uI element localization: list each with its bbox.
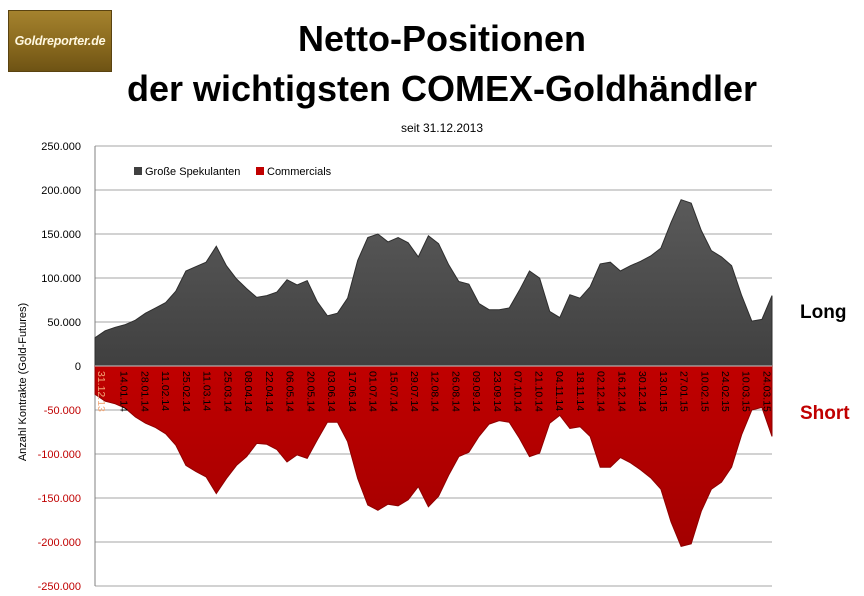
- x-tick-label: 25.03.14: [221, 371, 233, 412]
- x-tick-label: 26.08.14: [450, 371, 462, 412]
- x-tick-label: 15.07.14: [387, 371, 399, 412]
- x-tick-label: 06.05.14: [284, 371, 296, 412]
- area-layer: [94, 199, 773, 547]
- x-tick-label: 25.02.14: [180, 371, 192, 412]
- chart-title-line1: Netto-Positionen: [298, 18, 586, 59]
- legend-swatch-commercials: [256, 167, 264, 175]
- legend-swatch-speculators: [134, 167, 142, 175]
- short-label: Short: [800, 403, 850, 424]
- x-tick-label: 24.02.15: [719, 371, 731, 412]
- x-tick-label: 31.12.13: [95, 371, 107, 412]
- x-tick-label: 03.06.14: [325, 371, 337, 412]
- x-tick-label: 17.06.14: [346, 371, 358, 412]
- x-tick-label: 16.12.14: [615, 371, 627, 412]
- x-tick-label: 07.10.14: [512, 371, 524, 412]
- y-tick-label: 150.000: [41, 229, 81, 241]
- long-label: Long: [800, 302, 847, 323]
- logo-text: Goldreporter.de: [14, 34, 106, 48]
- y-tick-label: -150.000: [38, 493, 81, 505]
- x-tick-label: 24.03.15: [761, 371, 773, 412]
- y-tick-label: 200.000: [41, 185, 81, 197]
- x-tick-label: 13.01.15: [657, 371, 669, 412]
- y-tick-label: -100.000: [38, 449, 81, 461]
- x-tick-label: 28.01.14: [139, 371, 151, 412]
- area-grosse-spekulanten: [94, 199, 773, 367]
- area-commercials: [94, 365, 773, 547]
- x-tick-label: 10.03.15: [740, 371, 752, 412]
- x-tick-label: 23.09.14: [491, 371, 503, 412]
- x-tick-label: 09.09.14: [470, 371, 482, 412]
- y-tick-label: 0: [75, 361, 81, 373]
- x-tick-label: 08.04.14: [242, 371, 254, 412]
- x-tick-layer: 31.12.13 14.01.14 28.01.14 11.02.14 25.02.14…: [95, 371, 773, 412]
- x-tick-label: 21.10.14: [532, 371, 544, 412]
- goldreporter-logo: Goldreporter.de: [8, 10, 112, 72]
- y-tick-label: -50.000: [44, 405, 81, 417]
- x-tick-label: 20.05.14: [304, 371, 316, 412]
- x-tick-label: 01.07.14: [367, 371, 379, 412]
- x-tick-label: 30.12.14: [636, 371, 648, 412]
- x-tick-label: 18.11.14: [574, 371, 586, 411]
- x-tick-label: 04.11.14: [553, 371, 565, 411]
- x-tick-label: 29.07.14: [408, 371, 420, 412]
- legend: Große Spekulanten Commercials: [134, 166, 332, 178]
- chart-subtitle: seit 31.12.2013: [400, 121, 484, 135]
- y-tick-label: 100.000: [41, 273, 81, 285]
- y-tick-layer: 250.000 200.000 150.000 100.000 50.000 0 -50.0…: [38, 141, 81, 593]
- y-tick-label: 250.000: [41, 141, 81, 153]
- x-tick-label: 10.02.15: [698, 371, 710, 412]
- x-tick-label: 14.01.14: [118, 371, 130, 412]
- y-tick-label: -200.000: [38, 537, 81, 549]
- x-tick-label: 27.01.15: [678, 371, 690, 412]
- x-tick-label: 11.02.14: [159, 371, 171, 411]
- y-tick-label: 50.000: [47, 317, 81, 329]
- x-tick-label: 12.08.14: [429, 371, 441, 412]
- x-tick-label: 22.04.14: [263, 371, 275, 412]
- y-axis-label: Anzahl Kontrakte (Gold-Futures): [17, 303, 29, 461]
- legend-label-speculators: Große Spekulanten: [145, 166, 240, 178]
- y-tick-label: -250.000: [38, 581, 81, 593]
- x-tick-label: 11.03.14: [201, 371, 213, 411]
- chart-title-line2: der wichtigsten COMEX-Goldhändler: [126, 68, 758, 109]
- legend-label-commercials: Commercials: [267, 166, 332, 178]
- x-tick-label: 02.12.14: [595, 371, 607, 412]
